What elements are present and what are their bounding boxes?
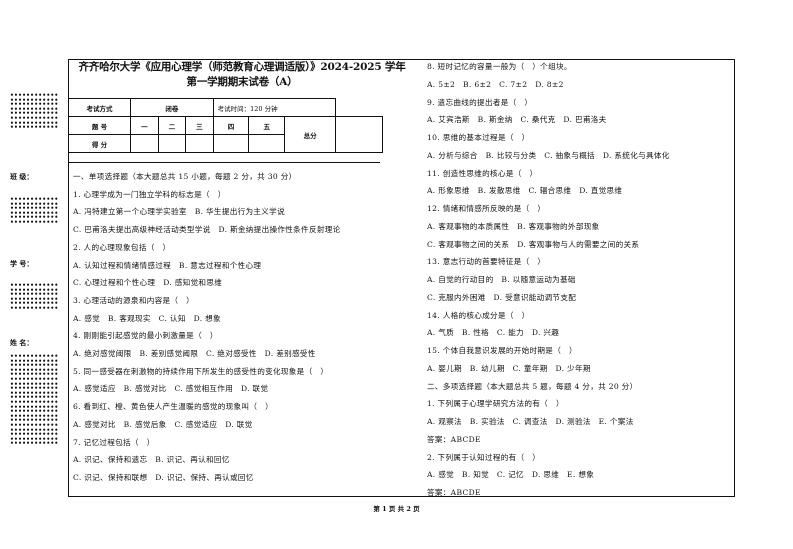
question-no-label: 题 号 bbox=[67, 116, 132, 135]
binding-line-dots: •••••••••••• •••••••••••• •••••••••••• •… bbox=[10, 282, 59, 312]
page-footer: 第 1 页 共 2 页 bbox=[373, 505, 420, 513]
question-line: 二、多项选择题（本大题总共 5 题，每题 4 分，共 20 分） bbox=[427, 381, 638, 391]
question-line: 11. 创造性思维的核心是（ ） bbox=[427, 168, 538, 178]
question-line: 1. 心理学成为一门独立学科的标志是（ ） bbox=[73, 189, 226, 199]
question-line: A. 绝对感觉阈限 B. 差别感觉阈限 C. 绝对感受性 D. 差别感受性 bbox=[73, 349, 316, 358]
exam-mode-value: 闭卷 bbox=[130, 98, 214, 117]
question-line: A. 感觉 B. 客观现实 C. 认知 D. 想象 bbox=[73, 313, 221, 323]
question-line: 10. 思维的基本过程是（ ） bbox=[427, 133, 530, 142]
score-cell-4[interactable] bbox=[212, 134, 250, 153]
question-line: 13. 意志行动的首要特征是（ ） bbox=[427, 257, 546, 267]
question-line: A. 婴儿期 B. 幼儿期 C. 童年期 D. 少年期 bbox=[427, 363, 591, 373]
question-line: C. 客观事物之间的关系 D. 客观事物与人的需要之间的关系 bbox=[427, 239, 640, 249]
question-line: 4. 刚刚能引起感觉的最小刺激量是（ ） bbox=[73, 331, 218, 341]
question-line: A. 冯特建立第一个心理学实验室 B. 华生提出行为主义学说 bbox=[73, 207, 285, 217]
question-line: A. 客观事物的本质属性 B. 客观事物的外部现象 bbox=[427, 221, 600, 231]
exam-title: 齐齐哈尔大学《应用心理学（师范教育心理调适版）》2024-2025 学年 第一学… bbox=[72, 60, 412, 90]
question-line: A. 识记、保持和遗忘 B. 识记、再认和回忆 bbox=[73, 455, 230, 465]
binding-line-dots: •••••••••••• •••••••••••• •••••••••••• •… bbox=[10, 92, 59, 132]
question-line: 答案：ABCDE bbox=[427, 434, 481, 444]
column-1: 一 bbox=[130, 116, 159, 135]
question-line: 7. 记忆过程包括（ ） bbox=[73, 437, 155, 447]
score-cell-1[interactable] bbox=[130, 134, 159, 153]
column-4: 四 bbox=[212, 116, 250, 135]
question-line: 1. 下列属于心理学研究方法的有（ ） bbox=[427, 399, 564, 409]
binding-line-dots: •••••••••••• •••••••••••• •••••••••••• •… bbox=[10, 353, 59, 448]
question-line: 3. 心理活动的源泉和内容是（ ） bbox=[73, 295, 195, 305]
exam-frame bbox=[68, 59, 735, 497]
question-line: C. 识记、保持和联想 D. 识记、保持、再认或回忆 bbox=[73, 472, 254, 482]
question-line: 9. 遗忘曲线的提出者是（ ） bbox=[427, 97, 533, 107]
divider bbox=[68, 162, 380, 163]
question-line: 12. 情绪和情感所反映的是（ ） bbox=[427, 204, 546, 213]
question-line: 14. 人格的核心成分是（ ） bbox=[427, 310, 530, 320]
student-id-label: 学 号： bbox=[10, 259, 34, 268]
score-cell-3[interactable] bbox=[185, 134, 214, 153]
question-line: C. 巴甫洛夫提出高级神经活动类型学说 D. 斯金纳提出操作性条件反射理论 bbox=[73, 225, 341, 235]
question-line: 答案：ABCDE bbox=[427, 488, 481, 497]
total-label: 总分 bbox=[284, 116, 336, 153]
exam-time: 考试时间：120 分钟 bbox=[212, 98, 337, 117]
question-line: 一、单项选择题（本大题总共 15 小题，每题 2 分，共 30 分） bbox=[73, 172, 297, 181]
question-line: 2. 下列属于认知过程的有（ ） bbox=[427, 452, 541, 462]
question-line: A. 观察法 B. 实验法 C. 调查法 D. 测验法 E. 个案法 bbox=[427, 417, 634, 426]
question-line: A. 感觉适应 B. 感觉对比 C. 感觉相互作用 D. 联觉 bbox=[73, 384, 269, 394]
question-line: A. 气质 B. 性格 C. 能力 D. 兴趣 bbox=[427, 328, 560, 338]
column-3: 三 bbox=[185, 116, 214, 135]
class-label: 班 级： bbox=[10, 172, 34, 181]
name-label: 姓 名： bbox=[10, 338, 34, 347]
question-line: A. 认知过程和情绪情感过程 B. 意志过程和个性心理 bbox=[73, 260, 262, 270]
title-line-2: 第一学期期末试卷（A） bbox=[186, 76, 298, 88]
question-line: A. 感觉 B. 知觉 C. 记忆 D. 思维 E. 想象 bbox=[427, 470, 595, 480]
column-2: 二 bbox=[157, 116, 187, 135]
question-line: 2. 人的心理现象包括（ ） bbox=[73, 242, 171, 252]
question-line: 15. 个体自我意识发展的开始时期是（ ） bbox=[427, 346, 577, 355]
exam-mode-label: 考试方式 bbox=[67, 98, 132, 117]
question-line: 5. 同一感受器在刺激物的持续作用下所发生的感受性的变化现象是（ ） bbox=[73, 366, 329, 376]
score-table: 考试方式 闭卷 考试时间：120 分钟 题 号 一 二 三 四 五 总分 得 分 bbox=[67, 98, 383, 153]
question-line: A. 自觉的行动目的 B. 以随意运动为基础 bbox=[427, 275, 576, 284]
total-score-cell[interactable] bbox=[335, 116, 383, 153]
question-line: 8. 短时记忆的容量一般为（ ）个组块。 bbox=[427, 62, 572, 71]
question-line: A. 分析与综合 B. 比较与分类 C. 抽象与概括 D. 系统化与具体化 bbox=[427, 150, 670, 160]
question-line: C. 心理过程和个性心理 D. 感知觉和思维 bbox=[73, 278, 223, 288]
binding-line-dots: •••••••••••• •••••••••••• •••••••••••• •… bbox=[10, 196, 59, 226]
score-label: 得 分 bbox=[67, 134, 132, 153]
score-cell-5[interactable] bbox=[248, 134, 286, 153]
question-line: A. 5±2 B. 6±2 C. 7±2 D. 8±2 bbox=[427, 79, 564, 89]
question-line: A. 形象思维 B. 发散思维 C. 辐合思维 D. 直觉思维 bbox=[427, 186, 623, 196]
question-line: A. 感觉对比 B. 感觉后象 C. 感觉适应 D. 联觉 bbox=[73, 419, 253, 429]
question-line: A. 艾宾浩斯 B. 斯金纳 C. 桑代克 D. 巴甫洛夫 bbox=[427, 115, 607, 125]
score-cell-2[interactable] bbox=[157, 134, 187, 153]
question-line: 6. 看到红、橙、黄色使人产生温暖的感觉的现象叫（ ） bbox=[73, 402, 274, 412]
column-5: 五 bbox=[248, 116, 286, 135]
question-line: C. 克服内外困难 D. 受意识能动调节支配 bbox=[427, 292, 577, 302]
title-line-1: 齐齐哈尔大学《应用心理学（师范教育心理调适版）》2024-2025 学年 bbox=[78, 61, 406, 73]
